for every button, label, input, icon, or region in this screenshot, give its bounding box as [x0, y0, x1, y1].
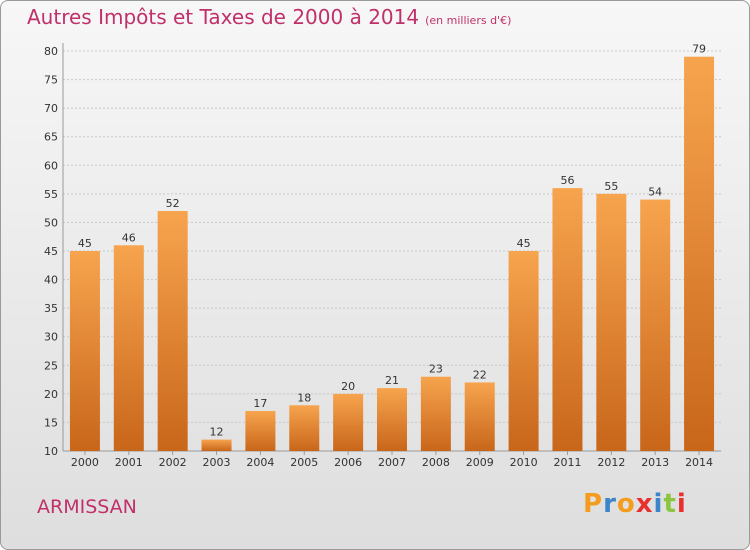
logo-letter: P	[583, 489, 604, 519]
x-tick-label: 2014	[685, 456, 713, 469]
bar-2003	[201, 439, 232, 451]
y-tick-label: 20	[44, 388, 58, 401]
chart-title: Autres Impôts et Taxes de 2000 à 2014 (en…	[27, 5, 511, 29]
y-tick-label: 75	[44, 74, 58, 87]
bar-2007	[377, 388, 407, 451]
y-tick-label: 10	[44, 445, 58, 458]
data-label: 12	[210, 426, 224, 439]
commune-name: ARMISSAN	[37, 496, 137, 518]
data-label: 23	[429, 363, 443, 376]
data-label: 79	[692, 43, 706, 56]
x-tick-label: 2000	[71, 456, 99, 469]
y-tick-label: 50	[44, 216, 58, 229]
y-tick-label: 70	[44, 102, 58, 115]
bar-2004	[245, 411, 276, 451]
data-label: 18	[297, 391, 311, 404]
data-label: 55	[604, 180, 618, 193]
bar-2000	[69, 251, 100, 451]
data-label: 17	[253, 397, 267, 410]
bar-2008	[420, 376, 451, 451]
x-tick-label: 2004	[246, 456, 274, 469]
x-tick-label: 2005	[290, 456, 318, 469]
x-tick-label: 2007	[378, 456, 406, 469]
data-label: 46	[122, 231, 136, 244]
logo-letter: x	[635, 489, 654, 519]
data-label: 45	[517, 237, 531, 250]
bar-2005	[289, 405, 320, 451]
bar-2002	[157, 211, 188, 451]
y-tick-label: 45	[44, 245, 58, 258]
bar-2010	[508, 251, 539, 451]
title-unit: (en milliers d'€)	[425, 14, 512, 27]
x-tick-label: 2011	[553, 456, 581, 469]
x-tick-label: 2001	[115, 456, 143, 469]
data-label: 52	[166, 197, 180, 210]
data-label: 21	[385, 374, 399, 387]
data-label: 54	[648, 186, 662, 199]
y-tick-label: 55	[44, 188, 58, 201]
bar-2011	[552, 188, 583, 451]
bar-2006	[333, 393, 364, 451]
proxiti-logo: Proxiti	[583, 489, 687, 519]
x-tick-label: 2006	[334, 456, 362, 469]
logo-letter: i	[653, 489, 664, 519]
bar-2014	[684, 56, 715, 451]
x-tick-label: 2009	[466, 456, 494, 469]
bar-2013	[640, 199, 671, 451]
logo-letter: r	[603, 489, 617, 519]
x-tick-label: 2002	[159, 456, 187, 469]
logo-letter: o	[616, 489, 636, 519]
y-tick-label: 35	[44, 302, 58, 315]
bar-2012	[596, 193, 627, 451]
data-label: 20	[341, 380, 355, 393]
bar-2009	[464, 382, 495, 451]
y-tick-label: 60	[44, 159, 58, 172]
bars: 45 46 52 12 17 18 20 21 23 22 45 56 55 54 79	[69, 43, 715, 451]
y-tick-label: 40	[44, 274, 58, 287]
y-tick-label: 25	[44, 359, 58, 372]
y-tick-label: 80	[44, 45, 58, 58]
x-tick-label: 2010	[510, 456, 538, 469]
x-tick-label: 2003	[203, 456, 231, 469]
x-tick-label: 2008	[422, 456, 450, 469]
title-text: Autres Impôts et Taxes de 2000 à 2014	[27, 5, 420, 29]
x-axis: 2000 2001 2002 2003 2004 2005 2006 2007 2008 2009…	[71, 451, 713, 469]
bar-2001	[113, 245, 144, 451]
y-tick-label: 65	[44, 131, 58, 144]
y-tick-label: 30	[44, 331, 58, 344]
data-label: 56	[560, 174, 574, 187]
x-tick-label: 2012	[597, 456, 625, 469]
x-tick-label: 2013	[641, 456, 669, 469]
y-tick-label: 15	[44, 416, 58, 429]
data-label: 45	[78, 237, 92, 250]
logo-letter: i	[676, 489, 687, 519]
logo-letter: t	[663, 489, 677, 519]
data-label: 22	[473, 368, 487, 381]
